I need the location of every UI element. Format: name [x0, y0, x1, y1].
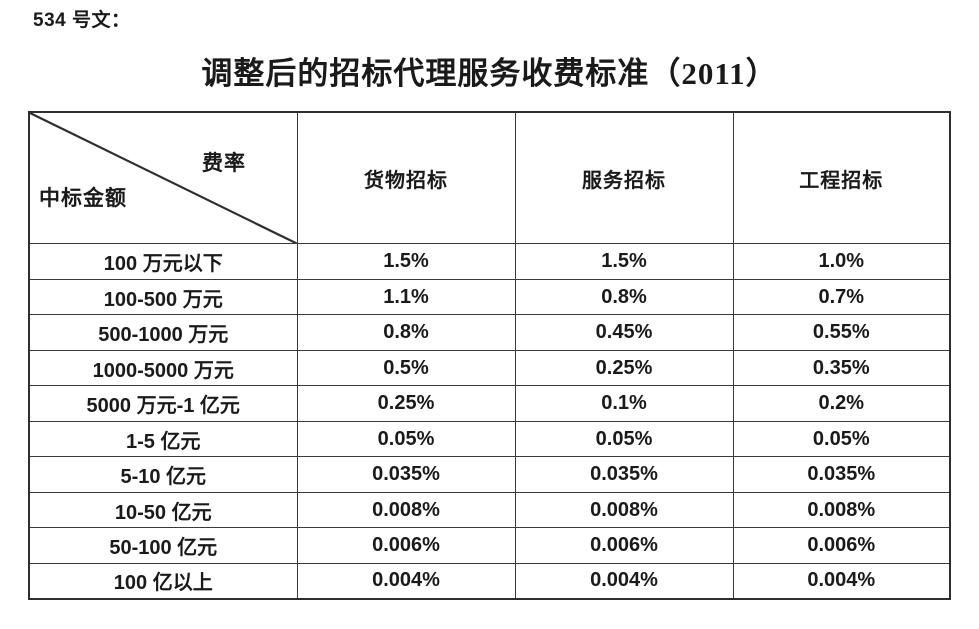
rate-value: 0.8%: [514, 278, 734, 316]
rate-value: 0.006%: [514, 527, 734, 564]
rate-value: 1.5%: [514, 243, 734, 280]
table-row: 100 亿以上 0.004% 0.004% 0.004%: [28, 562, 951, 600]
corner-amount-label: 中标金额: [39, 186, 127, 210]
rate-value: 0.05%: [732, 420, 951, 458]
rate-value: 0.5%: [296, 349, 516, 387]
table-header-row: 费率 中标金额 货物招标 服务招标 工程招标: [28, 111, 951, 245]
rate-value: 0.25%: [514, 349, 734, 387]
row-label: 5-10 亿元: [28, 456, 298, 493]
table-row: 500-1000 万元 0.8% 0.45% 0.55%: [28, 314, 951, 351]
fee-rate-table: 费率 中标金额 货物招标 服务招标 工程招标 100 万元以下 1.5% 1.5…: [28, 111, 951, 600]
rate-value: 0.05%: [514, 420, 734, 458]
corner-header-cell: 费率 中标金额: [28, 111, 298, 245]
row-label: 100 万元以下: [28, 243, 298, 280]
rate-value: 0.035%: [732, 456, 951, 493]
corner-rate-label: 费率: [202, 151, 246, 175]
table-row: 100-500 万元 1.1% 0.8% 0.7%: [28, 278, 951, 316]
rate-value: 0.035%: [296, 456, 516, 493]
row-label: 10-50 亿元: [28, 491, 298, 529]
table-row: 1000-5000 万元 0.5% 0.25% 0.35%: [28, 349, 951, 387]
doc-number: 534 号文：: [33, 10, 131, 31]
row-label: 100 亿以上: [28, 562, 298, 600]
row-label: 1000-5000 万元: [28, 349, 298, 387]
column-header-service: 服务招标: [514, 111, 734, 245]
rate-value: 1.0%: [732, 243, 951, 280]
rate-value: 0.05%: [296, 420, 516, 458]
diagonal-divider-line: [30, 113, 296, 243]
table-row: 10-50 亿元 0.008% 0.008% 0.008%: [28, 491, 951, 529]
rate-value: 0.8%: [296, 314, 516, 351]
table-row: 50-100 亿元 0.006% 0.006% 0.006%: [28, 527, 951, 564]
row-label: 1-5 亿元: [28, 420, 298, 458]
row-label: 500-1000 万元: [28, 314, 298, 351]
rate-value: 0.25%: [296, 385, 516, 422]
rate-value: 0.004%: [514, 562, 734, 600]
rate-value: 1.1%: [296, 278, 516, 316]
column-header-goods: 货物招标: [296, 111, 516, 245]
row-label: 100-500 万元: [28, 278, 298, 316]
rate-value: 0.035%: [514, 456, 734, 493]
rate-value: 0.35%: [732, 349, 951, 387]
table-row: 100 万元以下 1.5% 1.5% 1.0%: [28, 243, 951, 280]
rate-value: 0.004%: [296, 562, 516, 600]
table-row: 5-10 亿元 0.035% 0.035% 0.035%: [28, 456, 951, 493]
rate-value: 0.008%: [296, 491, 516, 529]
rate-value: 0.004%: [732, 562, 951, 600]
rate-value: 0.2%: [732, 385, 951, 422]
table-row: 5000 万元-1 亿元 0.25% 0.1% 0.2%: [28, 385, 951, 422]
page-title: 调整后的招标代理服务收费标准（2011）: [201, 56, 778, 91]
rate-value: 0.1%: [514, 385, 734, 422]
rate-value: 0.006%: [732, 527, 951, 564]
row-label: 5000 万元-1 亿元: [28, 385, 298, 422]
rate-value: 0.55%: [732, 314, 951, 351]
row-label: 50-100 亿元: [28, 527, 298, 564]
table-row: 1-5 亿元 0.05% 0.05% 0.05%: [28, 420, 951, 458]
rate-value: 0.45%: [514, 314, 734, 351]
rate-value: 0.006%: [296, 527, 516, 564]
rate-value: 0.008%: [514, 491, 734, 529]
rate-value: 0.008%: [732, 491, 951, 529]
rate-value: 1.5%: [296, 243, 516, 280]
column-header-engineering: 工程招标: [732, 111, 951, 245]
rate-value: 0.7%: [732, 278, 951, 316]
